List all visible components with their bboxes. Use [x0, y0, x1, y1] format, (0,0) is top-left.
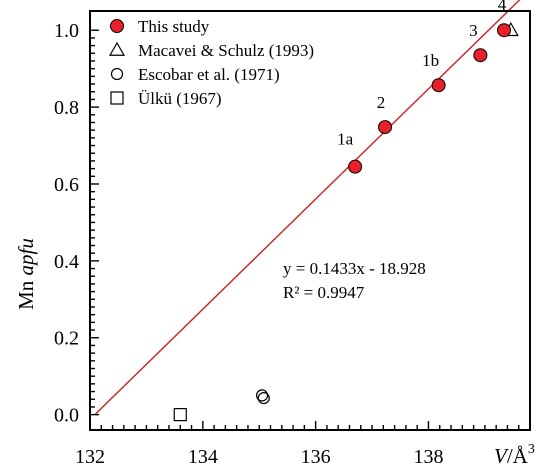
data-point: [255, 389, 269, 402]
x-tick-label: 136: [301, 446, 331, 468]
point-label: 4: [498, 0, 507, 14]
y-tick-label: 0.0: [54, 405, 79, 427]
point-label: 3: [469, 21, 478, 40]
x-tick-label: 132: [75, 446, 105, 468]
legend: This study Macavei & Schulz (1993) Escobar…: [108, 17, 314, 108]
point-label: 2: [377, 93, 386, 112]
data-point: [497, 23, 512, 38]
x-axis-title-rest: /Å: [507, 444, 529, 468]
data-point: [348, 159, 363, 174]
point-label: 1a: [337, 130, 354, 149]
y-axis-title-italic: apfu: [14, 238, 38, 275]
y-tick-label: 0.8: [54, 97, 79, 119]
y-axis-title: Mn apfu: [14, 238, 38, 310]
legend-marker: [110, 67, 124, 81]
legend-entry: Escobar et al. (1971): [138, 65, 280, 84]
x-axis-title-italic: V: [494, 444, 509, 468]
trendline-equation: y = 0.1433x - 18.928: [283, 259, 426, 278]
y-axis-title-plain: Mn: [14, 275, 38, 309]
trendline-r-squared: R² = 0.9947: [283, 283, 365, 302]
legend-entry: Ülkü (1967): [138, 89, 222, 108]
legend-marker: [110, 19, 124, 33]
y-tick-label: 0.6: [54, 174, 79, 196]
legend-marker: [110, 91, 124, 105]
data-point: [473, 48, 488, 63]
legend-entry: This study: [138, 17, 210, 36]
plot-frame: [89, 10, 531, 431]
data-point: [378, 120, 393, 135]
x-tick-label: 138: [413, 446, 443, 468]
data-point: [173, 408, 187, 422]
trendline: [95, 0, 521, 415]
y-tick-label: 1.0: [54, 20, 79, 42]
axes-layer: 132 134 136 138 0.0 0.2 0.4 0.6 0.8 1.0: [54, 10, 531, 468]
x-axis-title: V/Å3: [494, 442, 535, 468]
legend-entry: Macavei & Schulz (1993): [138, 41, 314, 60]
marks-layer: 1a 2 1b 3 4: [173, 0, 519, 422]
y-tick-label: 0.2: [54, 328, 79, 350]
y-tick-label: 0.4: [54, 251, 79, 273]
x-axis-title-sup: 3: [528, 442, 535, 457]
x-tick-label: 134: [188, 446, 218, 468]
data-point: [431, 78, 446, 93]
trendline-layer: [95, 0, 521, 415]
point-label: 1b: [422, 51, 439, 70]
data-point: [257, 391, 270, 405]
legend-marker: [108, 41, 126, 56]
